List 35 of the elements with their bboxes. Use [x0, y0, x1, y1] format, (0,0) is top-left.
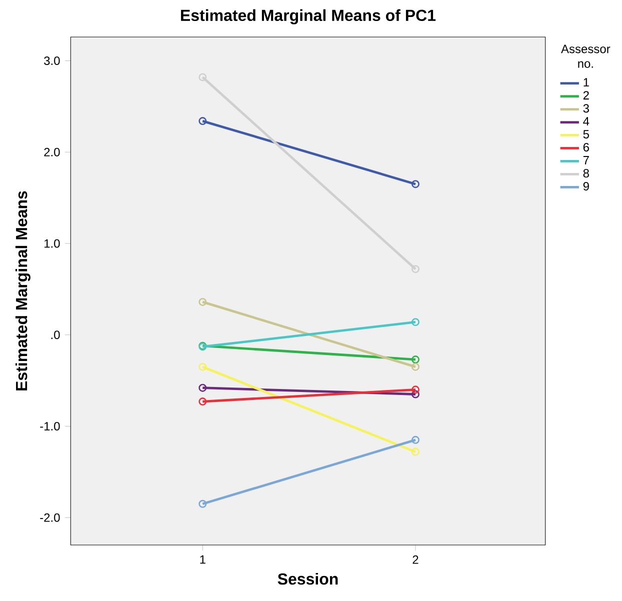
- legend-label: 7: [583, 156, 589, 164]
- y-axis-title: Estimated Marginal Means: [15, 191, 30, 390]
- y-tick-label: 2.0: [44, 148, 60, 156]
- y-tick-label: 3.0: [44, 56, 60, 66]
- y-tick-label: 1.0: [44, 239, 60, 248]
- point: [198, 500, 207, 508]
- point: [411, 318, 420, 326]
- legend-label: 2: [583, 91, 589, 100]
- legend-label: 4: [583, 117, 590, 126]
- legend-label: 5: [583, 130, 589, 138]
- point: [411, 386, 420, 394]
- point: [411, 436, 420, 444]
- point: [411, 362, 420, 371]
- legend-label: 3: [583, 104, 589, 113]
- legend-label: 6: [583, 143, 589, 152]
- point: [198, 73, 207, 82]
- x-axis-title: Session: [278, 572, 338, 585]
- y-tick-label: -2.0: [40, 513, 60, 522]
- legend-label: 8: [583, 168, 589, 178]
- legend-title: Assessor no.: [561, 44, 610, 68]
- point: [411, 448, 420, 456]
- point: [411, 356, 420, 364]
- y-tick-label: .0: [51, 330, 60, 340]
- chart-title: Estimated Marginal Means of PC1: [181, 9, 436, 24]
- point: [198, 117, 207, 126]
- point: [198, 298, 207, 306]
- point: [411, 265, 420, 274]
- legend-label: 1: [584, 78, 589, 86]
- point: [198, 384, 207, 392]
- y-tick-label: -1.0: [40, 422, 60, 430]
- point: [198, 398, 207, 406]
- point: [411, 390, 420, 398]
- point: [411, 180, 420, 188]
- point: [198, 362, 207, 371]
- legend-label: 9: [583, 182, 589, 191]
